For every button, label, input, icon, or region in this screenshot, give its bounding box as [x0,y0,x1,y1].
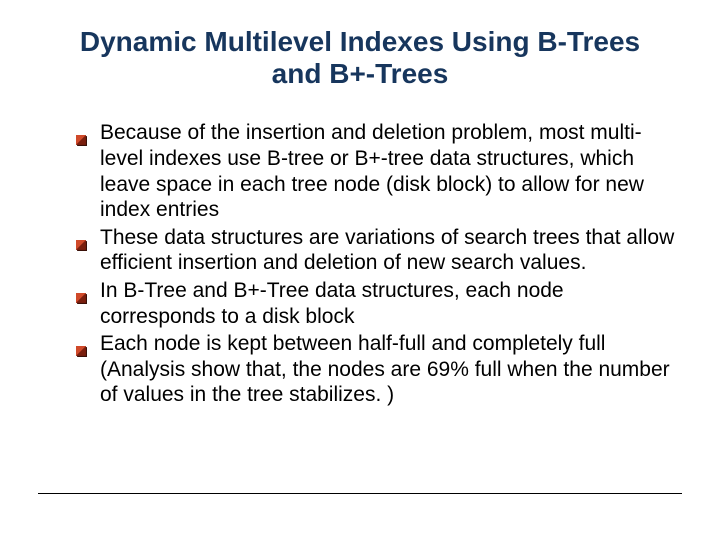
bullet-text: Each node is kept between half-full and … [100,331,680,408]
square-bullet-icon [76,338,87,349]
bullet-text: These data structures are variations of … [100,225,680,276]
square-bullet-icon [76,127,87,138]
list-item: Because of the insertion and deletion pr… [76,120,680,222]
list-item: In B-Tree and B+-Tree data structures, e… [76,278,680,329]
bullet-list: Because of the insertion and deletion pr… [76,120,680,408]
square-bullet-icon [76,285,87,296]
title-line-2: and B+-Trees [272,58,449,89]
bullet-text: Because of the insertion and deletion pr… [100,120,680,222]
list-item: These data structures are variations of … [76,225,680,276]
square-bullet-icon [76,232,87,243]
footer-divider [38,493,682,494]
slide: Dynamic Multilevel Indexes Using B-Trees… [0,0,720,540]
bullet-text: In B-Tree and B+-Tree data structures, e… [100,278,680,329]
slide-title: Dynamic Multilevel Indexes Using B-Trees… [40,26,680,90]
list-item: Each node is kept between half-full and … [76,331,680,408]
title-line-1: Dynamic Multilevel Indexes Using B-Trees [80,26,640,57]
